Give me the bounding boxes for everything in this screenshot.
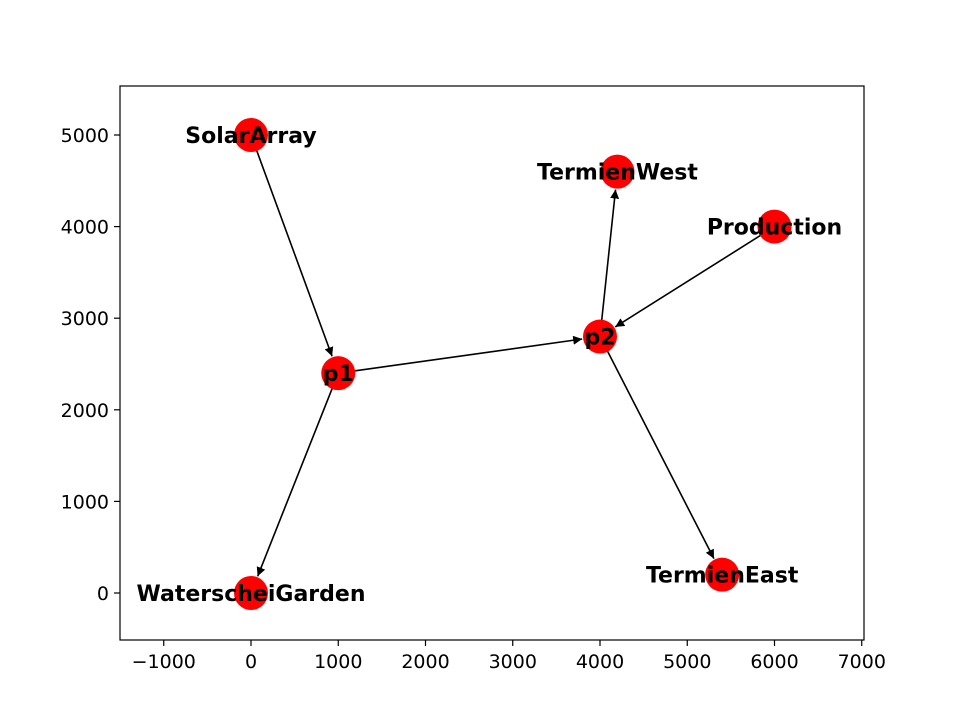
- y-axis: 0 1000 2000 3000 4000 5000: [61, 125, 120, 605]
- labels-layer: SolarArray p1 p2 TermienWest Production Water…: [137, 124, 843, 607]
- node-Production: [757, 209, 792, 244]
- edge-p2-to-TermienEast: [603, 344, 715, 560]
- y-tick-label: 5000: [61, 125, 109, 147]
- node-label-p1: p1: [323, 362, 354, 387]
- node-label-SolarArray: SolarArray: [185, 124, 316, 149]
- edge-SolarArray-to-p1: [253, 143, 334, 357]
- node-TermienEast: [705, 557, 740, 592]
- node-SolarArray: [234, 118, 268, 152]
- x-tick-label: −1000: [132, 651, 196, 673]
- node-label-Production: Production: [707, 216, 842, 241]
- nodes-layer: [234, 118, 792, 610]
- y-tick-label: 1000: [61, 491, 109, 513]
- x-axis: −1000 0 1000 2000 3000 4000 5000 6000 7000: [132, 640, 886, 673]
- x-tick-label: 5000: [663, 651, 711, 673]
- node-label-WaterscheiGarden: WaterscheiGarden: [137, 582, 366, 607]
- x-tick-label: 6000: [750, 651, 798, 673]
- x-tick-label: 2000: [401, 651, 449, 673]
- edges-layer: [253, 143, 768, 577]
- x-tick-label: 7000: [838, 651, 886, 673]
- node-TermienWest: [600, 154, 635, 189]
- x-tick-label: 0: [245, 651, 257, 673]
- node-p2: [583, 319, 617, 354]
- edge-p1-to-WaterscheiGarden: [256, 381, 336, 577]
- y-tick-label: 3000: [61, 308, 109, 330]
- plot-area: [120, 86, 864, 640]
- plot-frame: [119, 85, 865, 641]
- x-tick-label: 3000: [489, 651, 537, 673]
- node-label-p2: p2: [584, 326, 615, 351]
- y-tick-label: 2000: [61, 400, 109, 422]
- edge-p2-to-TermienWest: [600, 189, 620, 328]
- x-tick-label: 4000: [576, 651, 624, 673]
- edge-p1-to-p2: [347, 335, 583, 373]
- edge-Production-to-p2: [614, 230, 768, 328]
- x-tick-label: 1000: [314, 651, 362, 673]
- y-tick-label: 0: [97, 583, 109, 605]
- node-WaterscheiGarden: [234, 576, 268, 610]
- node-p1: [321, 356, 356, 391]
- y-tick-label: 4000: [61, 217, 109, 239]
- node-label-TermienEast: TermienEast: [646, 564, 799, 589]
- node-label-TermienWest: TermienWest: [537, 161, 698, 186]
